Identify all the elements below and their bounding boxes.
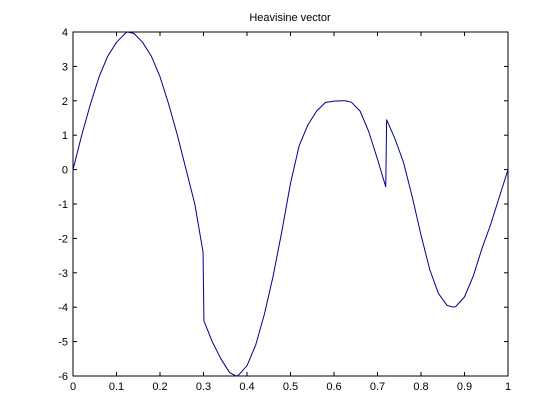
y-tick-label: 4 <box>62 27 68 39</box>
x-tick-label: 0.1 <box>109 381 124 393</box>
x-tick-label: 0.9 <box>457 381 472 393</box>
x-tick-label: 0.6 <box>326 381 341 393</box>
x-tick-label: 0.8 <box>413 381 428 393</box>
x-tick-label: 0.2 <box>152 381 167 393</box>
x-tick-label: 0.7 <box>370 381 385 393</box>
series-layer <box>72 31 509 377</box>
y-tick-label: -3 <box>58 268 68 280</box>
y-axis: 4 3 2 1 0 -1 -2 -3 -4 -5 -6 <box>58 27 508 383</box>
series-line <box>72 31 509 377</box>
x-tick-label: 0.3 <box>196 381 211 393</box>
y-tick-label: 0 <box>62 165 68 177</box>
x-tick-label: 0.5 <box>283 381 298 393</box>
x-tick-label: 0.4 <box>239 381 254 393</box>
y-tick-label: -2 <box>58 233 68 245</box>
x-axis: 0 0.1 0.2 0.3 0.4 0.5 0.6 0.7 0.8 0.9 1 <box>70 32 511 393</box>
x-tick-label: 0 <box>70 381 76 393</box>
y-tick-label: -6 <box>58 371 68 383</box>
x-tick-label: 1 <box>505 381 511 393</box>
y-tick-label: 2 <box>62 96 68 108</box>
y-tick-label: -1 <box>58 199 68 211</box>
y-tick-label: -5 <box>58 337 68 349</box>
plot-area <box>72 31 509 377</box>
y-tick-label: -4 <box>58 302 68 314</box>
chart-title: Heavisine vector <box>249 12 331 24</box>
y-tick-label: 1 <box>62 130 68 142</box>
y-tick-label: 3 <box>62 61 68 73</box>
